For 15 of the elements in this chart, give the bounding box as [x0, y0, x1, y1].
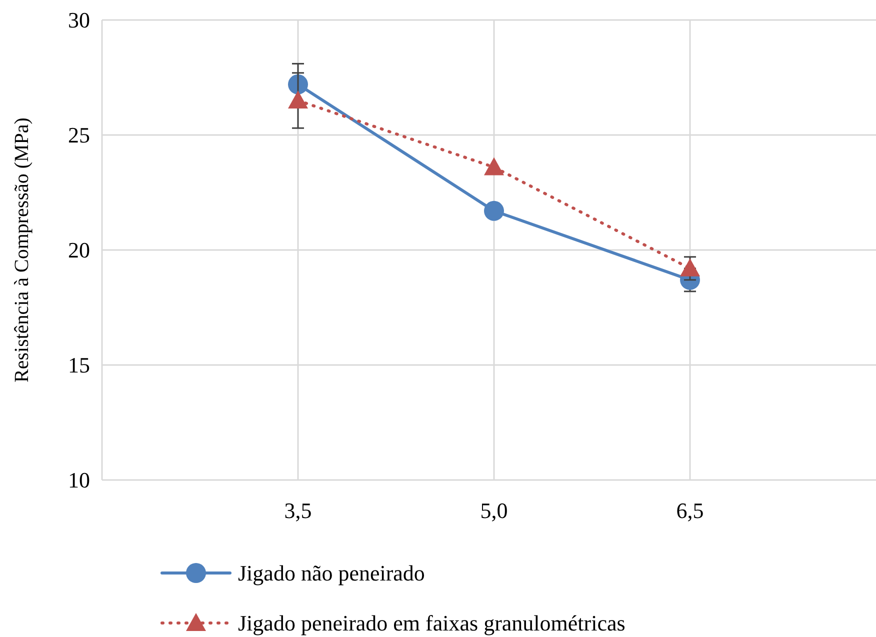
x-tick-label: 6,5 [676, 498, 704, 523]
point [288, 90, 308, 108]
y-tick-label: 30 [68, 8, 90, 33]
y-tick-label: 20 [68, 238, 90, 263]
point [484, 200, 504, 221]
legend-label: Jigado não peneirado [238, 560, 425, 586]
x-tick-label: 5,0 [480, 498, 508, 523]
x-tick-label: 3,5 [284, 498, 312, 523]
point [680, 258, 700, 276]
point [484, 157, 504, 176]
legend-label: Jigado peneirado em faixas granulométricas [238, 610, 626, 636]
y-tick-label: 25 [68, 122, 90, 148]
y-tick-label: 10 [68, 468, 90, 493]
y-axis-title: Resistência à Compressão (MPa) [11, 118, 33, 382]
y-tick-label: 15 [68, 352, 90, 378]
